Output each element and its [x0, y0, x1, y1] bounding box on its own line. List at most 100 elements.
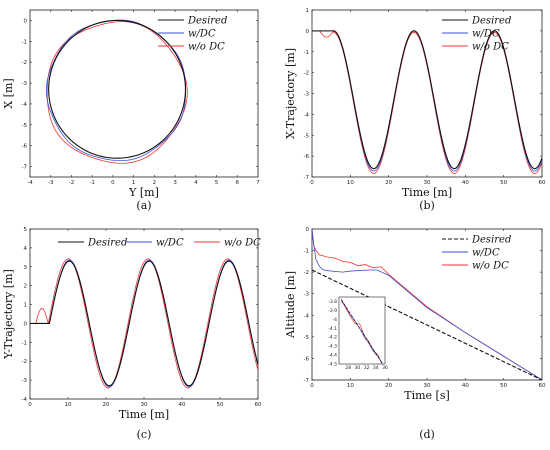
- legend: Desired w/DC w/o DC: [58, 238, 261, 249]
- x-tick-label: 3: [173, 180, 177, 186]
- y-tick-label: -4: [22, 102, 28, 108]
- x-tick-label: 0: [111, 180, 115, 186]
- inset-y-tick-label: -3.8: [328, 299, 337, 305]
- x-tick-label: 5: [215, 180, 219, 186]
- plot-frame: [29, 228, 259, 400]
- y-tick-label: -7: [304, 175, 310, 181]
- y-tick-label: -6: [304, 154, 310, 160]
- y-tick-label: 2: [24, 284, 28, 290]
- x-tick-label: 60: [255, 402, 262, 408]
- x-tick-label: 50: [500, 180, 507, 186]
- x-tick-label: 10: [65, 402, 72, 408]
- x-tick-label: 30: [141, 402, 148, 408]
- legend-label-desired: Desired: [471, 16, 511, 27]
- x-tick-label: 30: [424, 180, 431, 186]
- panel-caption: (b): [419, 199, 435, 212]
- series-line-w-dc: [312, 229, 542, 380]
- series-line-w-dc: [30, 259, 258, 388]
- x-tick-label: 0: [28, 402, 32, 408]
- series-line-w-o-dc: [30, 258, 258, 389]
- legend-label-w-dc: w/DC: [188, 29, 216, 40]
- y-tick-label: 0: [306, 227, 310, 233]
- y-tick-label: -1: [22, 39, 27, 45]
- series-line-desired: [30, 260, 258, 387]
- inset-zoom: 28 30 32 34 36 -3.8 -3.9 -4 -4.1 -4.2 -4.3 -4.4 -4.5: [328, 296, 388, 371]
- inset-x-tick-label: 32: [364, 365, 370, 371]
- legend-label-w-o-dc: w/o DC: [224, 238, 261, 249]
- x-tick-label: 7: [256, 180, 260, 186]
- y-tick-label: -2: [22, 60, 27, 66]
- legend: Desired w/DC w/o DC: [158, 16, 227, 53]
- plot-area: [312, 30, 542, 174]
- y-tick-label: 0: [306, 29, 310, 35]
- legend-label-desired: Desired: [187, 16, 227, 27]
- y-tick-label: 1: [306, 8, 310, 14]
- panel-d: 0 10 20 30 40 50 60 0 -1 -2 -3 -4 -5 -6 -7 Time [s] Alti…: [284, 227, 546, 441]
- panel-caption: (a): [136, 199, 151, 212]
- legend-label-w-dc: w/DC: [472, 248, 500, 259]
- y-tick-label: -5: [304, 335, 310, 341]
- series-line-w-o-dc: [312, 229, 542, 380]
- inset-x-tick-label: 28: [345, 365, 351, 371]
- series-line-w-o-dc: [46, 21, 188, 164]
- y-tick-label: -2: [304, 71, 309, 77]
- x-tick-label: 0: [310, 180, 314, 186]
- x-tick-label: -1: [89, 180, 94, 186]
- inset-x-tick-label: 36: [382, 365, 388, 371]
- y-tick-label: -1: [22, 340, 27, 346]
- y-tick-label: -4: [22, 397, 28, 403]
- x-tick-label: 60: [539, 383, 546, 389]
- inset-x-tick-label: 34: [373, 365, 379, 371]
- x-tick-label: 0: [310, 383, 314, 389]
- plot-frame: [29, 9, 259, 178]
- y-tick-label: -3: [22, 81, 28, 87]
- inset-x-tick-label: 30: [355, 365, 361, 371]
- x-tick-label: 20: [385, 180, 392, 186]
- plot-area: [30, 258, 258, 389]
- legend-label-desired: Desired: [87, 238, 127, 249]
- x-tick-label: 2: [153, 180, 157, 186]
- inset-y-tick-label: -4.2: [328, 335, 337, 341]
- series-line-desired: [312, 30, 542, 170]
- y-tick-label: -4: [304, 313, 310, 319]
- inset-series-desired: [341, 299, 383, 364]
- y-tick-label: 0: [24, 321, 28, 327]
- x-axis-label: Time [m]: [402, 186, 452, 199]
- legend: Desired w/DC w/o DC: [442, 235, 511, 272]
- y-axis-label: X [m]: [2, 78, 15, 108]
- legend: Desired w/DC w/o DC: [442, 16, 511, 53]
- x-tick-label: 40: [462, 180, 469, 186]
- y-tick-label: -1: [304, 50, 309, 56]
- y-tick-label: 1: [24, 303, 28, 309]
- legend-label-desired: Desired: [471, 235, 511, 246]
- inset-y-tick-label: -3.9: [328, 308, 337, 314]
- y-tick-label: -3: [304, 292, 310, 298]
- y-tick-label: -7: [22, 165, 28, 171]
- inset-y-tick-label: -4.1: [328, 326, 337, 332]
- inset-y-tick-label: -4: [333, 317, 338, 323]
- x-tick-label: -2: [69, 180, 74, 186]
- series-line-desired: [312, 269, 542, 380]
- x-tick-label: 40: [179, 402, 186, 408]
- y-tick-label: 3: [24, 265, 28, 271]
- inset-series-w-dc: [341, 301, 383, 364]
- x-axis-label: Time [s]: [404, 389, 450, 402]
- x-tick-label: 20: [103, 402, 110, 408]
- series-line-w-dc: [45, 19, 187, 162]
- x-tick-label: 40: [462, 383, 469, 389]
- legend-label-w-o-dc: w/o DC: [472, 42, 509, 53]
- series-line-desired: [48, 19, 187, 159]
- panel-caption: (d): [419, 428, 435, 441]
- y-axis-label: Y-Trajectory [m]: [2, 269, 15, 360]
- x-tick-label: 60: [539, 180, 546, 186]
- y-tick-label: -5: [22, 123, 28, 129]
- x-tick-label: -3: [48, 180, 54, 186]
- y-tick-label: -2: [304, 270, 309, 276]
- y-tick-label: -3: [22, 378, 28, 384]
- x-tick-label: 1: [132, 180, 136, 186]
- y-tick-label: -4: [304, 112, 310, 118]
- legend-label-w-dc: w/DC: [156, 238, 184, 249]
